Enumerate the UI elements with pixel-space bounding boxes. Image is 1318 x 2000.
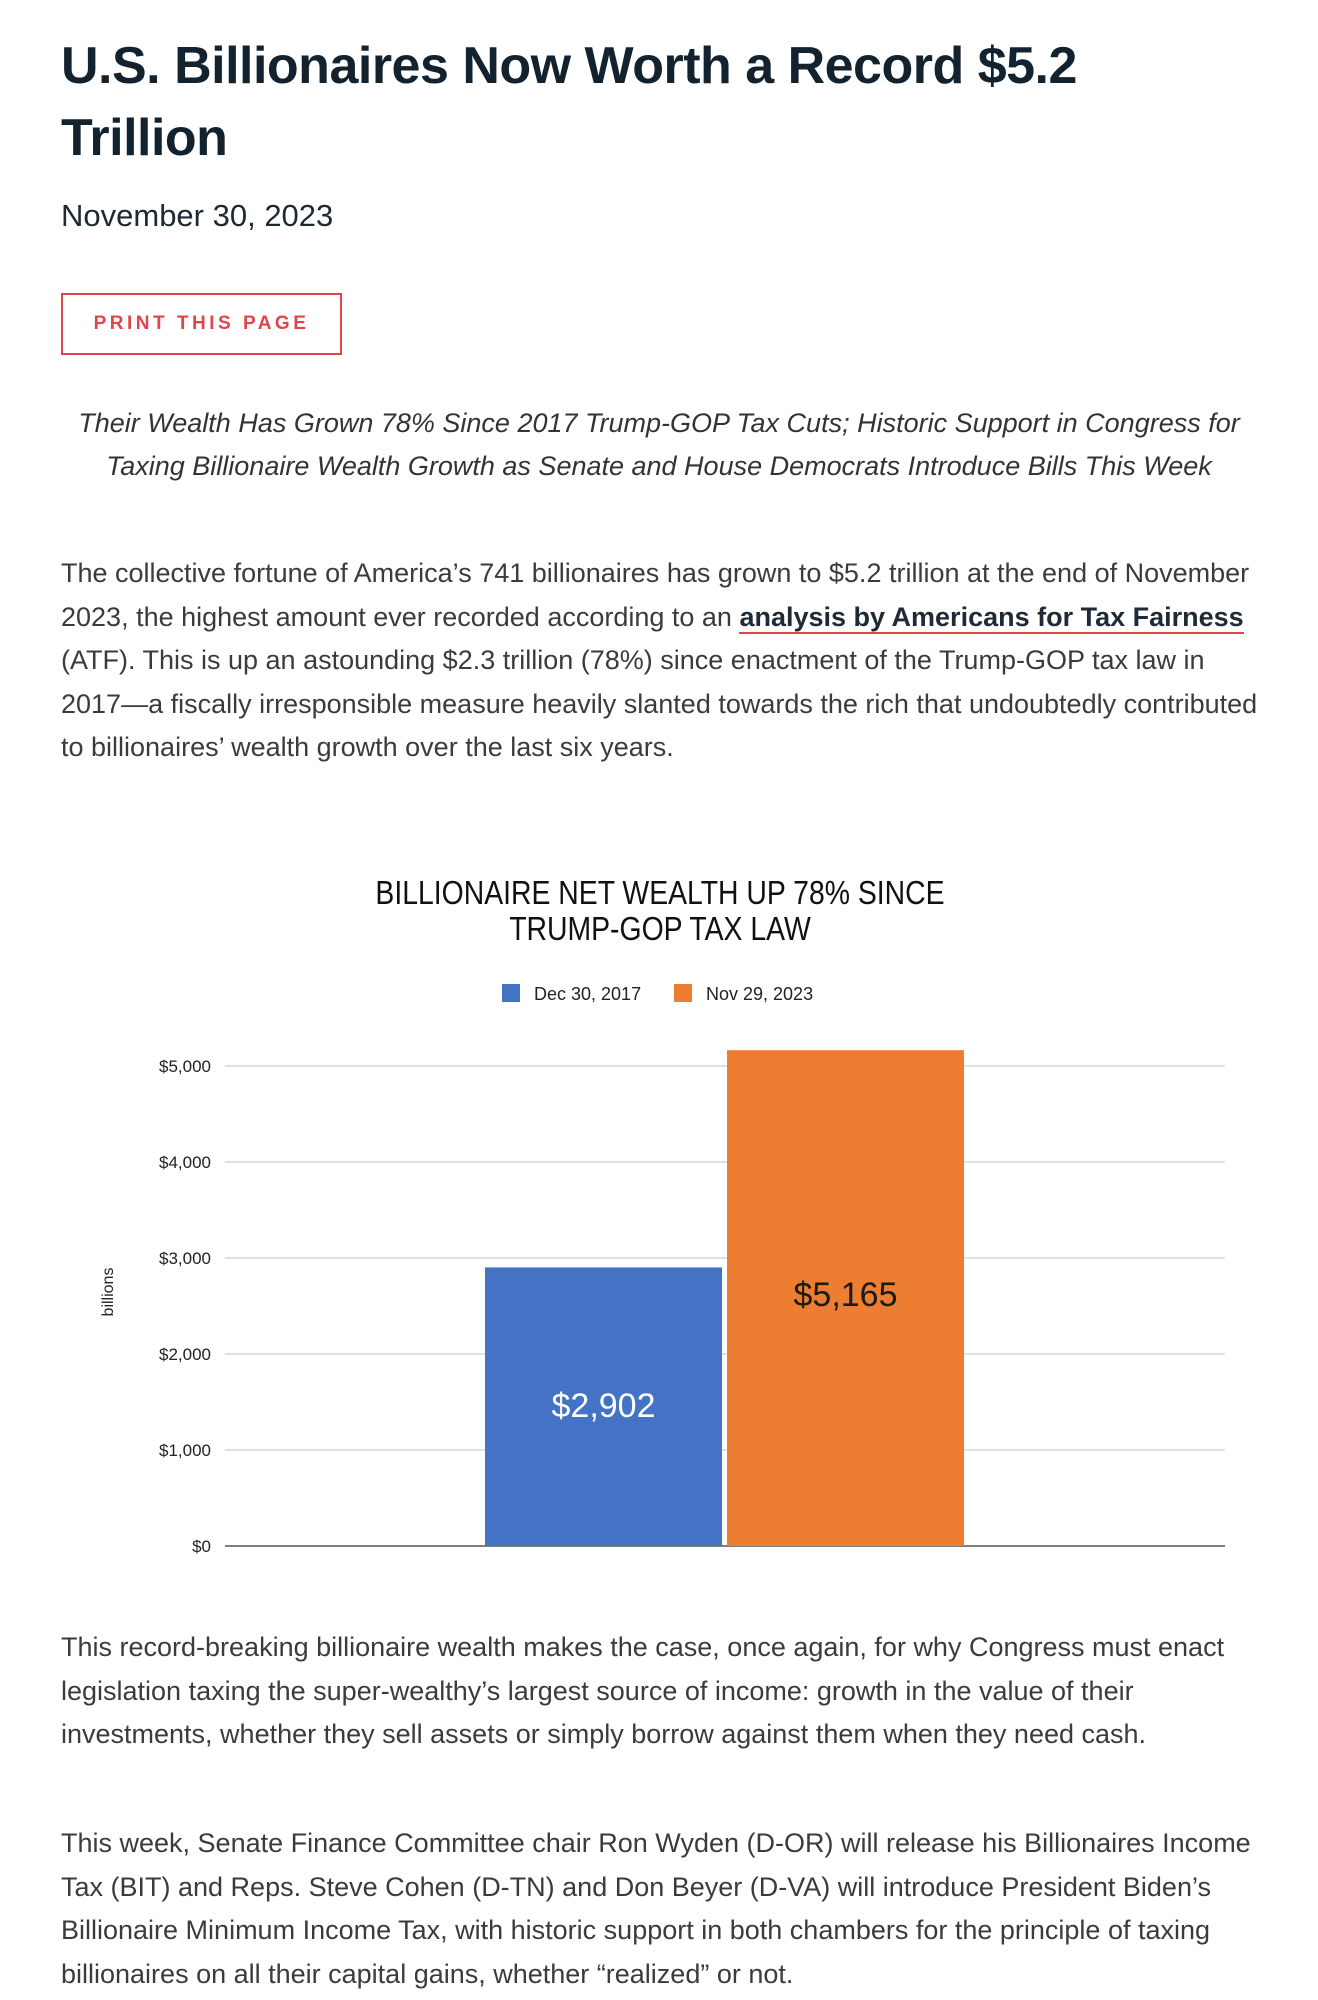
legend-label: Dec 30, 2017 (534, 984, 641, 1004)
y-tick-label: $4,000 (159, 1153, 211, 1172)
bar (727, 1050, 964, 1546)
chart-legend: Dec 30, 2017 Nov 29, 2023 (502, 984, 813, 1004)
y-tick-label: $2,000 (159, 1345, 211, 1364)
chart-title-line-2: TRUMP-GOP TAX LAW (509, 910, 811, 948)
paragraph-congress-bills: This week, Senate Finance Committee chai… (61, 1828, 1251, 1989)
article-date: November 30, 2023 (61, 198, 334, 233)
wealth-bar-chart: BILLIONAIRE NET WEALTH UP 78% SINCE TRUM… (95, 870, 1235, 1570)
article-subtitle: Their Wealth Has Grown 78% Since 2017 Tr… (78, 408, 1240, 481)
y-tick-label: $5,000 (159, 1057, 211, 1076)
chart-bars: $2,902 $5,165 (485, 1050, 964, 1546)
y-axis-label: billions (100, 1268, 117, 1317)
legend-label: Nov 29, 2023 (706, 984, 813, 1004)
legend-swatch (674, 984, 692, 1002)
paragraph-intro: The collective fortune of America’s 741 … (61, 552, 1261, 770)
legend-swatch (502, 984, 520, 1002)
paragraph-intro-text-start: The collective fortune of America’s 741 … (61, 558, 1250, 632)
chart-y-ticks: $0 $1,000 $2,000 $3,000 $4,000 $5,000 (159, 1057, 211, 1556)
chart-title-line-1: BILLIONAIRE NET WEALTH UP 78% SINCE (375, 874, 944, 912)
article-title: U.S. Billionaires Now Worth a Record $5.… (61, 37, 1077, 167)
bar-value-label: $2,902 (552, 1387, 656, 1425)
print-page-button[interactable]: PRINT THIS PAGE (61, 293, 342, 355)
y-tick-label: $1,000 (159, 1441, 211, 1460)
bar-value-label: $5,165 (794, 1276, 898, 1314)
paragraph-legislation-case: This record-breaking billionaire wealth … (61, 1632, 1225, 1749)
paragraph-intro-text-end: (ATF). This is up an astounding $2.3 tri… (61, 645, 1258, 762)
chart-gridlines (225, 1065, 1225, 1547)
atf-analysis-link[interactable]: analysis by Americans for Tax Fairness (739, 601, 1244, 634)
bar (485, 1267, 722, 1546)
y-tick-label: $3,000 (159, 1249, 211, 1268)
y-tick-label: $0 (192, 1537, 211, 1556)
